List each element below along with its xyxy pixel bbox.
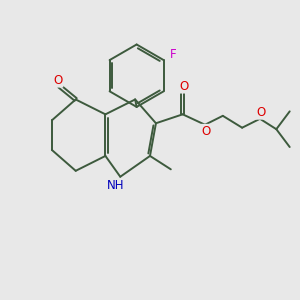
- Text: O: O: [53, 74, 62, 87]
- Text: O: O: [201, 125, 210, 138]
- Text: F: F: [170, 48, 176, 61]
- Text: O: O: [256, 106, 265, 119]
- Text: O: O: [180, 80, 189, 93]
- Text: NH: NH: [107, 179, 124, 192]
